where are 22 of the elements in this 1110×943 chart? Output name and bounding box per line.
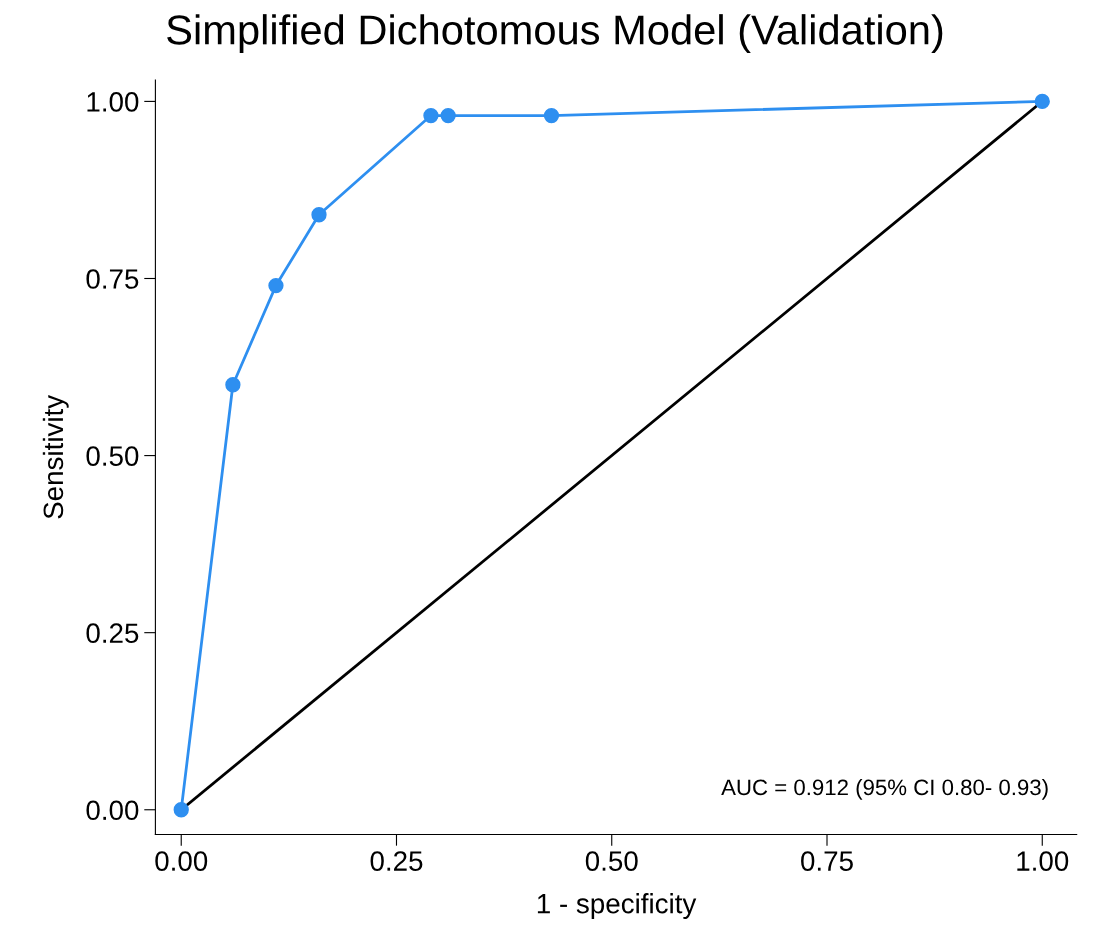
x-tick-label: 1.00 [1017, 851, 1069, 871]
chart-title: Simplified Dichotomous Model (Validation) [167, 14, 943, 53]
y-tick-label: 0.25 [86, 623, 139, 644]
y-tick-label: 0.75 [86, 269, 139, 289]
point [225, 377, 241, 393]
y-tick-label: 1.00 [87, 92, 139, 112]
point [440, 107, 456, 124]
x-tick-label: 0.50 [585, 851, 638, 871]
point [423, 107, 439, 124]
point [268, 277, 284, 294]
point [1034, 93, 1050, 110]
annotation: AUC = 0.912 (95% CI 0.80- 0.93) [721, 778, 1048, 800]
point [173, 802, 189, 818]
x-axis-title: 1 - specificity [537, 893, 697, 919]
point [543, 107, 560, 124]
y-tick-label: 0.50 [86, 446, 139, 466]
y-tick-label: 0.00 [86, 800, 139, 821]
y-axis-title: Sensitivity [42, 394, 69, 519]
x-tick-label: 0.75 [801, 851, 853, 871]
point [311, 207, 327, 223]
x-tick-label: 0.25 [370, 851, 423, 871]
x-tick-label: 0.00 [155, 851, 208, 871]
